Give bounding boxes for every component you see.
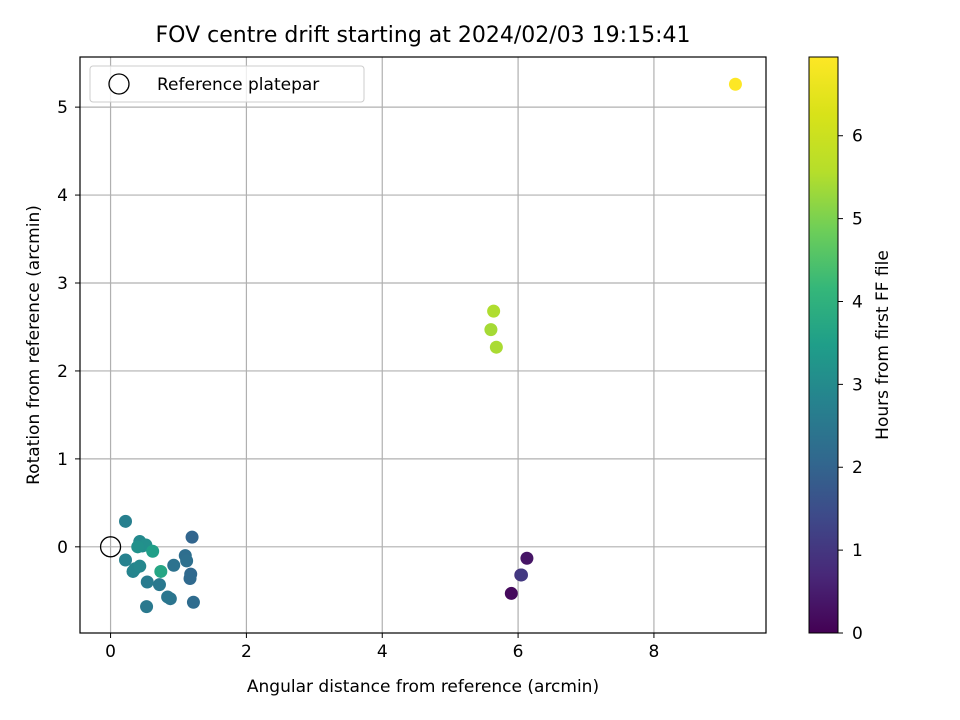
colorbar-label: Hours from first FF file bbox=[873, 250, 893, 440]
data-point bbox=[119, 514, 133, 528]
data-point bbox=[146, 544, 160, 558]
y-axis-ticks: 0 1 2 3 4 5 bbox=[57, 98, 80, 558]
colorbar-tick-label: 0 bbox=[852, 624, 863, 644]
x-axis-label: Angular distance from reference (arcmin) bbox=[247, 677, 599, 697]
y-tick-label: 3 bbox=[57, 274, 68, 294]
colorbar-gradient bbox=[808, 56, 839, 634]
data-point bbox=[183, 571, 197, 585]
colorbar: 0 1 2 3 4 5 6 Hours from first FF file bbox=[808, 56, 893, 644]
y-tick-label: 4 bbox=[57, 186, 68, 206]
x-tick-label: 0 bbox=[105, 642, 116, 662]
legend-box bbox=[89, 65, 365, 103]
data-point bbox=[514, 568, 528, 582]
legend-reference-marker bbox=[108, 73, 130, 95]
y-axis-label: Rotation from reference (arcmin) bbox=[24, 205, 44, 485]
data-point bbox=[489, 340, 503, 354]
y-tick-label: 1 bbox=[57, 450, 68, 470]
data-points bbox=[99, 77, 742, 614]
data-point bbox=[487, 304, 501, 318]
data-point bbox=[119, 553, 133, 567]
reference-platepar-marker bbox=[99, 536, 122, 558]
data-point bbox=[180, 554, 194, 568]
data-point bbox=[520, 551, 534, 565]
data-point bbox=[131, 540, 145, 554]
y-tick-label: 2 bbox=[57, 362, 68, 382]
colorbar-tick-label: 3 bbox=[852, 375, 863, 395]
colorbar-tick-label: 2 bbox=[852, 458, 863, 478]
colorbar-tick-label: 6 bbox=[852, 127, 863, 147]
colorbar-tick-label: 4 bbox=[852, 292, 863, 312]
data-point bbox=[484, 323, 498, 337]
colorbar-ticks: 0 1 2 3 4 5 6 bbox=[838, 127, 863, 644]
x-axis-ticks: 0 2 4 6 8 bbox=[105, 633, 659, 662]
legend: Reference platepar bbox=[89, 65, 365, 103]
data-point bbox=[504, 586, 518, 600]
data-point bbox=[167, 558, 181, 572]
y-tick-label: 0 bbox=[57, 538, 68, 558]
legend-reference-label: Reference platepar bbox=[157, 75, 319, 95]
data-point bbox=[154, 564, 168, 578]
plot-frame bbox=[79, 56, 767, 634]
y-tick-label: 5 bbox=[57, 98, 68, 118]
data-point bbox=[161, 590, 175, 604]
data-point bbox=[133, 559, 147, 573]
data-point bbox=[140, 575, 154, 589]
data-point bbox=[185, 530, 199, 544]
data-point bbox=[152, 578, 166, 592]
colorbar-tick-label: 5 bbox=[852, 210, 863, 230]
grid bbox=[80, 57, 766, 633]
data-point bbox=[186, 595, 200, 609]
x-tick-label: 6 bbox=[513, 642, 524, 662]
x-tick-label: 2 bbox=[241, 642, 252, 662]
x-tick-label: 8 bbox=[649, 642, 660, 662]
data-point bbox=[140, 600, 154, 614]
x-tick-label: 4 bbox=[377, 642, 388, 662]
data-point bbox=[728, 77, 742, 91]
chart-title: FOV centre drift starting at 2024/02/03 … bbox=[156, 23, 691, 48]
colorbar-tick-label: 1 bbox=[852, 541, 863, 561]
